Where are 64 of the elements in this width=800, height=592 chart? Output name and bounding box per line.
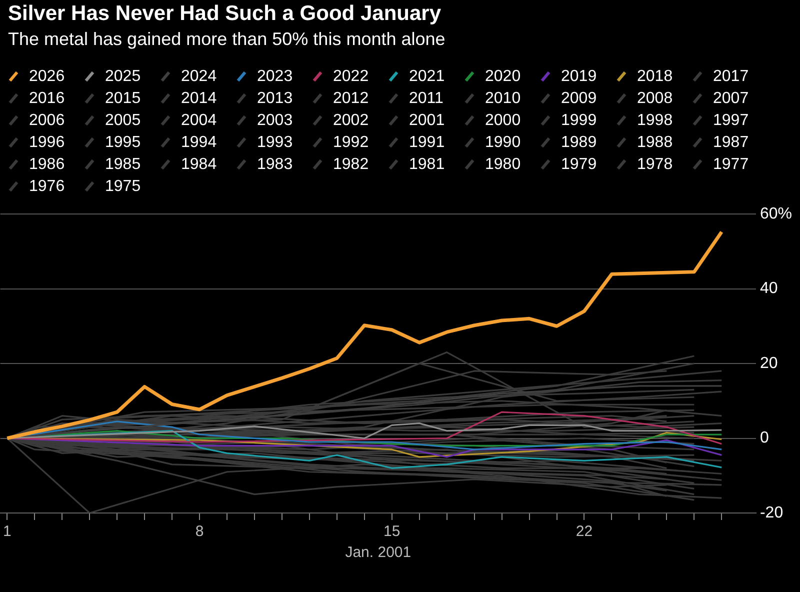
legend-label: 2007	[713, 90, 749, 108]
legend-label: 1977	[713, 156, 749, 174]
x-tick-label: 8	[195, 523, 204, 540]
legend-label: 1995	[105, 134, 141, 152]
legend-label: 1981	[409, 156, 445, 174]
legend-label: 2014	[181, 90, 217, 108]
legend-label: 1978	[637, 156, 673, 174]
legend-label: 2004	[181, 112, 217, 130]
x-axis-title: Jan. 2001	[345, 544, 412, 562]
legend-label: 2020	[485, 68, 521, 86]
legend-label: 1976	[29, 178, 65, 196]
legend-label: 1975	[105, 178, 141, 196]
legend-label: 1996	[29, 134, 65, 152]
legend-label: 1980	[485, 156, 521, 174]
legend-label: 2026	[29, 68, 65, 86]
legend-label: 2003	[257, 112, 293, 130]
chart-title: Silver Has Never Had Such a Good January	[8, 2, 442, 26]
legend-label: 1993	[257, 134, 293, 152]
legend-label: 1991	[409, 134, 445, 152]
y-tick-label: 0	[760, 430, 769, 447]
legend-label: 2009	[561, 90, 597, 108]
legend-label: 2022	[333, 68, 369, 86]
legend-label: 2000	[485, 112, 521, 130]
y-tick-label: 40	[760, 280, 778, 298]
legend-label: 1986	[29, 156, 65, 174]
legend-label: 1994	[181, 134, 217, 152]
legend-label: 1985	[105, 156, 141, 174]
legend-label: 2008	[637, 90, 673, 108]
legend-label: 1999	[561, 112, 597, 130]
legend-label: 1983	[257, 156, 293, 174]
legend-label: 2011	[409, 90, 444, 108]
legend-label: 1979	[561, 156, 597, 174]
legend-label: 1990	[485, 134, 521, 152]
y-tick-label: 60%	[760, 205, 792, 222]
legend-label: 1982	[333, 156, 369, 174]
legend-label: 2005	[105, 112, 141, 130]
legend-label: 2010	[485, 90, 521, 108]
legend-label: 2001	[409, 112, 445, 130]
legend-label: 2012	[333, 90, 369, 108]
legend-label: 2024	[181, 68, 217, 86]
chart-subtitle: The metal has gained more than 50% this month alone	[8, 29, 446, 50]
legend-label: 1998	[637, 112, 673, 130]
legend-label: 2016	[29, 90, 65, 108]
legend-label: 2021	[409, 68, 445, 86]
x-tick-label: 15	[384, 523, 400, 540]
x-tick-label: 1	[3, 523, 12, 540]
legend-label: 2018	[637, 68, 673, 86]
legend-label: 1997	[713, 112, 749, 130]
legend-label: 2017	[713, 68, 749, 86]
legend-label: 2002	[333, 112, 369, 130]
legend-label: 2019	[561, 68, 597, 86]
legend-label: 1984	[181, 156, 217, 174]
legend-label: 1987	[713, 134, 749, 152]
legend-label: 2006	[29, 112, 65, 130]
legend-label: 2023	[257, 68, 293, 86]
legend-label: 2015	[105, 90, 141, 108]
legend-label: 1989	[561, 134, 597, 152]
y-tick-label: -20	[760, 504, 784, 522]
y-tick-label: 20	[760, 354, 778, 372]
legend-label: 2025	[105, 68, 141, 86]
x-tick-label: 22	[576, 523, 593, 540]
legend-label: 1988	[637, 134, 673, 152]
legend-label: 2013	[257, 90, 293, 108]
legend-label: 1992	[333, 134, 369, 152]
